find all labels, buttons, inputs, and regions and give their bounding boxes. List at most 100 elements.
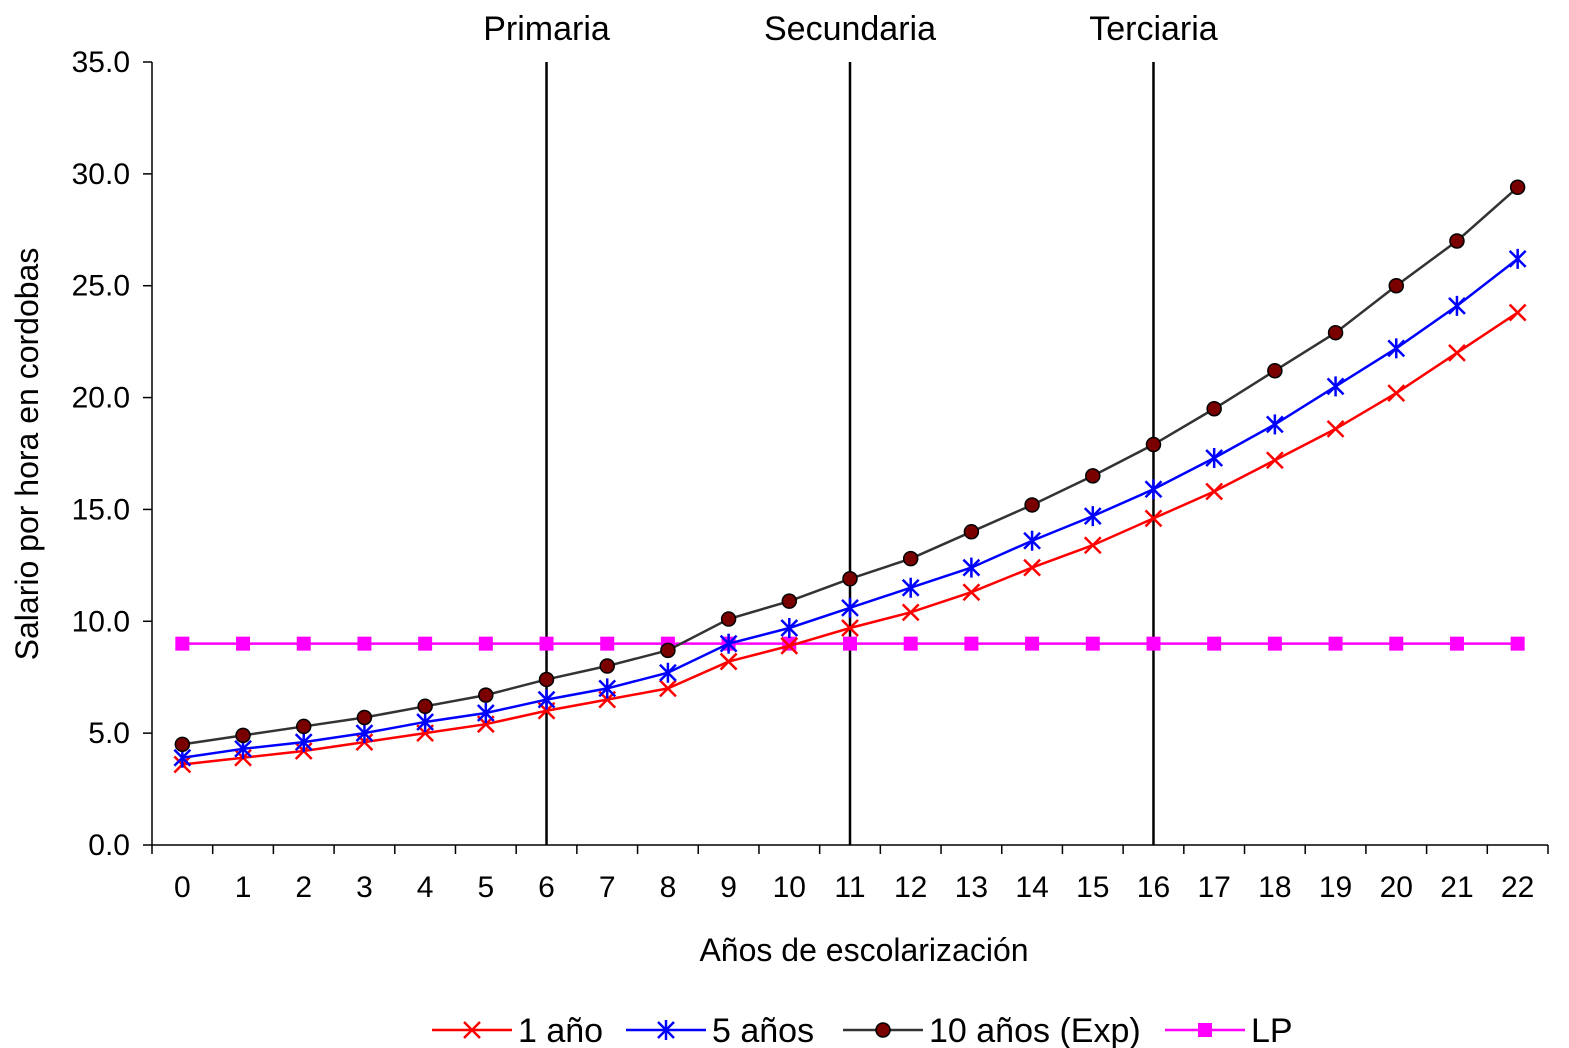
data-point xyxy=(843,636,857,651)
legend: 1 año 5 años 10 años (Exp) LP xyxy=(432,1012,1293,1048)
x-tick-label: 12 xyxy=(894,871,927,904)
data-point xyxy=(901,577,920,598)
x-tick-label: 3 xyxy=(356,871,373,904)
data-point xyxy=(1265,414,1284,435)
data-point xyxy=(875,1022,891,1038)
series-layer xyxy=(173,179,1527,774)
data-point xyxy=(1146,636,1161,651)
data-point xyxy=(538,671,555,688)
x-tick-label: 4 xyxy=(417,871,434,904)
data-point xyxy=(962,557,981,578)
legend-item: LP xyxy=(1165,1012,1293,1048)
x-axis-title: Años de escolarización xyxy=(699,932,1028,968)
data-point xyxy=(476,703,495,724)
data-point xyxy=(660,642,676,659)
series-2 xyxy=(174,179,1526,753)
data-point xyxy=(356,709,373,726)
annotation-label: Terciaria xyxy=(1089,10,1218,48)
data-point xyxy=(463,1021,481,1039)
series-1 xyxy=(173,248,1527,768)
legend-item: 5 años xyxy=(626,1012,814,1048)
data-point xyxy=(175,636,190,651)
data-point xyxy=(599,658,615,674)
x-tick-label: 14 xyxy=(1015,871,1048,904)
data-point xyxy=(1024,497,1040,513)
data-point xyxy=(1265,451,1284,470)
y-tick-label: 0.0 xyxy=(88,829,130,862)
data-point xyxy=(537,689,556,710)
data-point xyxy=(598,678,617,699)
data-point xyxy=(1144,479,1163,500)
data-point xyxy=(478,687,494,703)
y-tick-label: 5.0 xyxy=(88,717,130,750)
data-point xyxy=(1144,509,1163,528)
series-3 xyxy=(175,636,1525,651)
legend-label: LP xyxy=(1251,1012,1293,1048)
annotation-label: Secundaria xyxy=(764,10,936,48)
data-point xyxy=(659,662,677,683)
data-point xyxy=(1326,420,1345,438)
data-point xyxy=(841,597,859,618)
y-tick-label: 25.0 xyxy=(72,270,130,303)
data-point xyxy=(1023,530,1041,551)
data-point xyxy=(1508,248,1527,269)
data-point xyxy=(1083,536,1102,555)
data-point xyxy=(1328,636,1343,651)
data-point xyxy=(1198,1023,1212,1037)
y-tick-label: 35.0 xyxy=(72,46,130,79)
x-tick-label: 7 xyxy=(599,871,616,904)
x-tick-label: 16 xyxy=(1137,871,1170,904)
data-point xyxy=(355,723,374,744)
x-tick-label: 8 xyxy=(660,871,677,904)
x-tick-label: 10 xyxy=(773,871,806,904)
data-point xyxy=(1449,233,1465,249)
data-point xyxy=(296,636,311,651)
data-point xyxy=(1145,436,1162,453)
data-point xyxy=(659,679,677,698)
legend-label: 5 años xyxy=(712,1012,814,1048)
data-point xyxy=(1388,277,1405,294)
data-point xyxy=(1205,447,1224,468)
axes: 0.05.010.015.020.025.030.035.00 1 2 3 4 5 6 7 8 9… xyxy=(72,46,1549,904)
x-tick-label: 21 xyxy=(1440,871,1473,904)
data-point xyxy=(1326,376,1345,397)
annotation-label: Primaria xyxy=(483,10,610,48)
x-tick-label: 9 xyxy=(720,871,737,904)
data-point xyxy=(416,711,435,732)
data-point xyxy=(719,633,738,654)
data-point xyxy=(1267,636,1282,651)
data-point xyxy=(1023,558,1041,577)
data-point xyxy=(842,571,858,587)
x-tick-label: 22 xyxy=(1501,871,1534,904)
data-point xyxy=(294,732,313,753)
data-point xyxy=(780,617,799,638)
x-tick-label: 17 xyxy=(1197,871,1230,904)
legend-item: 10 años (Exp) xyxy=(843,1012,1141,1048)
x-tick-label: 11 xyxy=(834,871,865,904)
data-point xyxy=(963,524,980,540)
data-point xyxy=(1509,179,1526,196)
legend-label: 1 año xyxy=(518,1012,603,1048)
data-point xyxy=(903,636,918,651)
x-tick-label: 5 xyxy=(477,871,494,904)
annotation-lines: Primaria Secundaria Terciaria xyxy=(483,10,1218,845)
data-point xyxy=(1025,636,1040,651)
data-point xyxy=(719,652,738,671)
data-point xyxy=(174,736,191,753)
x-tick-label: 1 xyxy=(235,871,252,904)
y-tick-label: 30.0 xyxy=(72,158,130,191)
x-tick-label: 2 xyxy=(295,871,312,904)
data-point xyxy=(964,636,979,651)
data-point xyxy=(1449,636,1464,651)
legend-item: 1 año xyxy=(432,1012,603,1048)
data-point xyxy=(1085,468,1101,484)
data-point xyxy=(657,1020,675,1040)
data-point xyxy=(1448,295,1466,316)
x-tick-label: 18 xyxy=(1258,871,1291,904)
y-tick-label: 10.0 xyxy=(72,605,130,638)
data-point xyxy=(1387,338,1406,359)
data-point xyxy=(357,636,372,651)
data-point xyxy=(235,727,251,744)
legend-label: 10 años (Exp) xyxy=(929,1012,1141,1048)
